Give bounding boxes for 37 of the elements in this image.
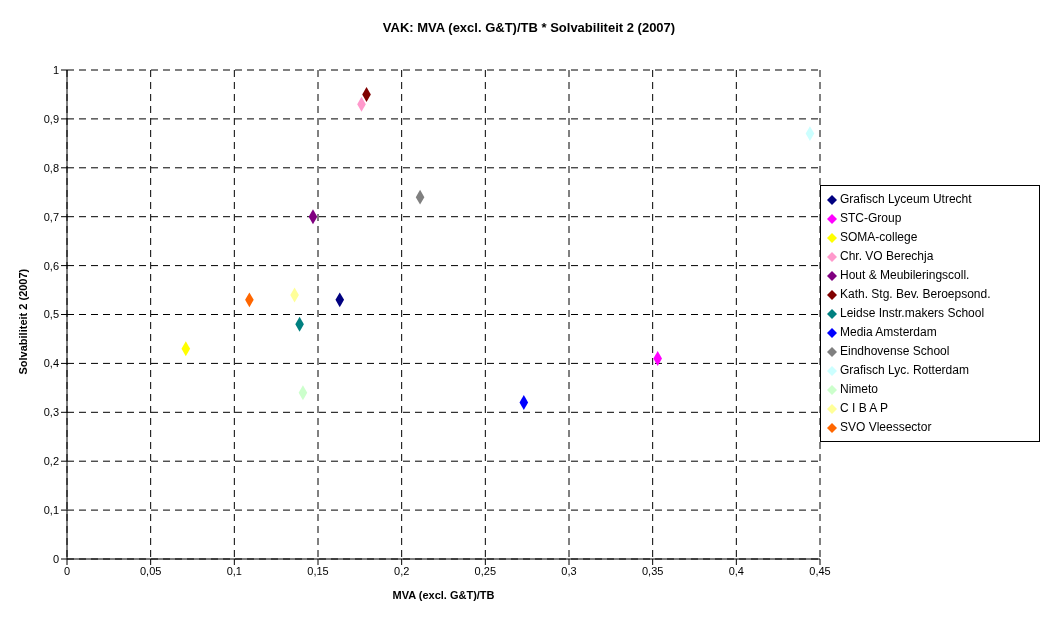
y-tick-label: 0 bbox=[52, 552, 59, 565]
legend-label: Eindhovense School bbox=[840, 343, 950, 360]
x-tick-label: 0,15 bbox=[307, 564, 329, 577]
legend-label: SOMA-college bbox=[840, 229, 918, 246]
legend-label: Chr. VO Berechja bbox=[840, 248, 934, 265]
x-tick-label: 0,1 bbox=[226, 564, 242, 577]
legend-label: STC-Group bbox=[840, 210, 902, 227]
x-tick-label: 0,2 bbox=[394, 564, 410, 577]
y-tick-label: 0,2 bbox=[43, 455, 59, 468]
legend-label: Nimeto bbox=[840, 381, 879, 398]
legend-label: Grafisch Lyc. Rotterdam bbox=[840, 362, 969, 379]
legend-label: Hout & Meubileringscoll. bbox=[840, 267, 970, 284]
x-axis-title: MVA (excl. G&T)/TB bbox=[392, 589, 495, 601]
y-tick-label: 0,7 bbox=[43, 210, 59, 223]
x-tick-label: 0,45 bbox=[809, 564, 831, 577]
chart-title: VAK: MVA (excl. G&T)/TB * Solvabiliteit 2 (2007) bbox=[381, 20, 677, 35]
y-tick-label: 0,4 bbox=[43, 357, 59, 370]
y-axis-title: Solvabiliteit 2 (2007) bbox=[16, 268, 29, 375]
x-tick-label: 0,3 bbox=[561, 564, 577, 577]
x-tick-label: 0 bbox=[63, 564, 71, 577]
legend-label: Leidse Instr.makers School bbox=[840, 305, 985, 322]
x-tick-label: 0,4 bbox=[728, 564, 744, 577]
y-tick-label: 0,3 bbox=[43, 406, 59, 419]
legend-label: Grafisch Lyceum Utrecht bbox=[840, 191, 972, 208]
legend-label: C I B A P bbox=[840, 400, 889, 417]
y-tick-label: 0,1 bbox=[43, 504, 59, 517]
y-tick-label: 0,6 bbox=[43, 259, 59, 272]
legend-label: SVO Vleessector bbox=[840, 419, 932, 436]
y-tick-label: 0,8 bbox=[43, 161, 59, 174]
y-tick-label: 1 bbox=[52, 63, 59, 76]
x-tick-label: 0,35 bbox=[641, 564, 664, 577]
x-tick-label: 0,05 bbox=[139, 564, 162, 577]
y-tick-label: 0,5 bbox=[43, 308, 59, 321]
x-tick-label: 0,25 bbox=[474, 564, 497, 577]
legend-label: Media Amsterdam bbox=[840, 324, 937, 341]
y-tick-label: 0,9 bbox=[43, 112, 59, 125]
legend-label: Kath. Stg. Bev. Beroepsond. bbox=[840, 286, 991, 303]
